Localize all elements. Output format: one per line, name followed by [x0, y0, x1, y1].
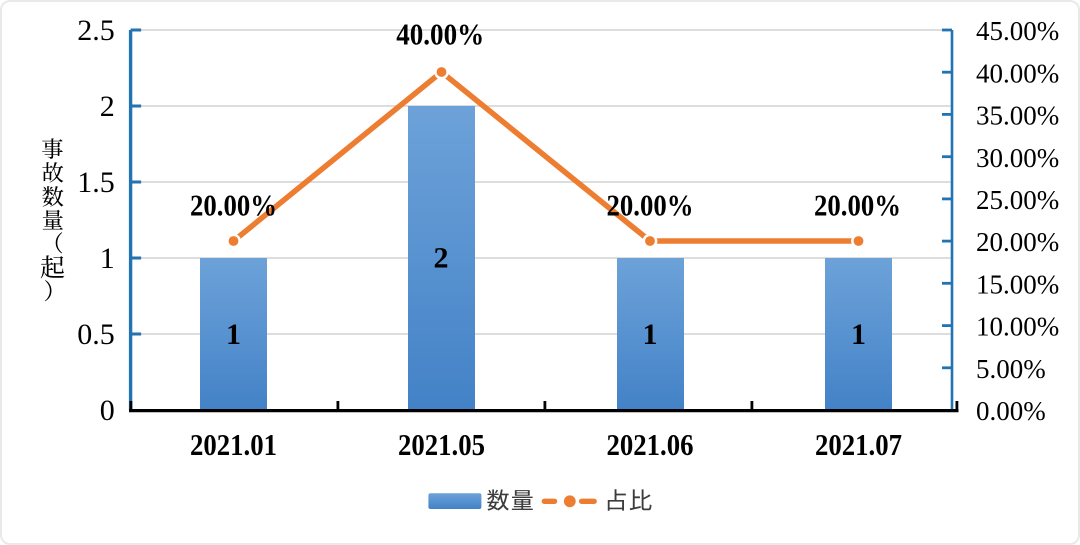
svg-text:20.00%: 20.00% [814, 188, 901, 223]
svg-text:2021.06: 2021.06 [607, 427, 694, 462]
svg-text:0: 0 [100, 394, 115, 427]
svg-text:2.5: 2.5 [77, 14, 115, 47]
svg-text:1: 1 [851, 318, 866, 351]
svg-text:0.5: 0.5 [77, 318, 115, 351]
svg-text:20.00%: 20.00% [607, 188, 694, 223]
svg-text:1.5: 1.5 [77, 166, 115, 199]
svg-text:45.00%: 45.00% [976, 16, 1059, 46]
svg-text:25.00%: 25.00% [976, 185, 1059, 215]
svg-text:30.00%: 30.00% [976, 143, 1059, 173]
svg-text:40.00%: 40.00% [976, 58, 1059, 88]
svg-text:0.00%: 0.00% [976, 396, 1046, 426]
svg-text:20.00%: 20.00% [976, 227, 1059, 257]
svg-text:20.00%: 20.00% [190, 188, 277, 223]
svg-text:2021.01: 2021.01 [190, 427, 277, 462]
svg-text:15.00%: 15.00% [976, 269, 1059, 299]
svg-text:2: 2 [434, 241, 449, 274]
svg-text:1: 1 [643, 318, 658, 351]
svg-text:2021.07: 2021.07 [815, 427, 902, 462]
svg-text:40.00%: 40.00% [396, 17, 484, 52]
svg-text:2: 2 [100, 90, 115, 123]
svg-text:5.00%: 5.00% [976, 354, 1046, 384]
svg-text:35.00%: 35.00% [976, 101, 1059, 131]
svg-text:2021.05: 2021.05 [398, 427, 485, 462]
svg-text:1: 1 [100, 242, 115, 275]
svg-text:1: 1 [226, 318, 241, 351]
svg-text:10.00%: 10.00% [976, 312, 1059, 342]
